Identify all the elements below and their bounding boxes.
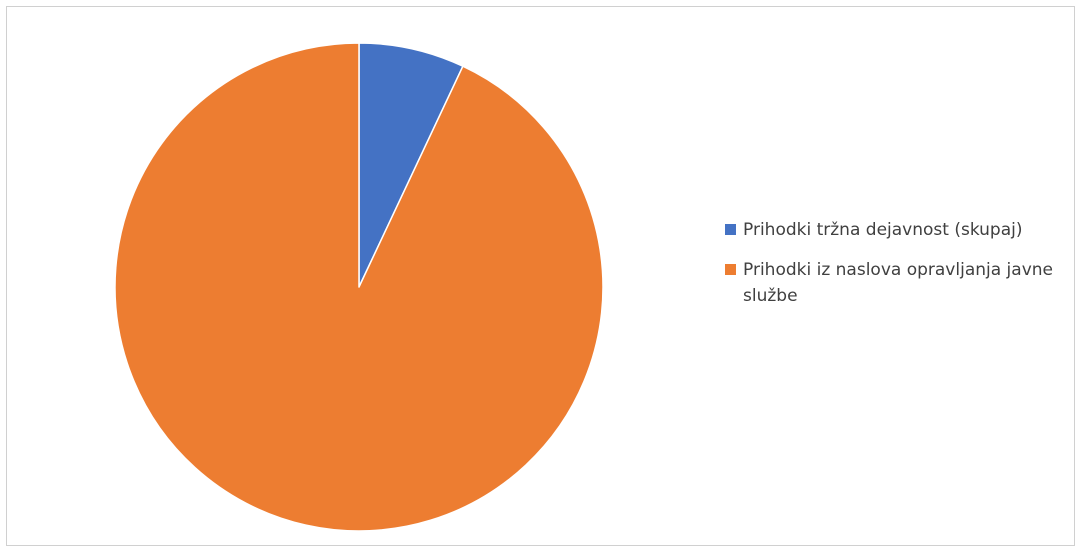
legend-swatch-javna-sluzba xyxy=(725,264,736,275)
pie-slice-javna-sluzba xyxy=(114,42,604,532)
legend-item-trzna-dejavnost: Prihodki tržna dejavnost (skupaj) xyxy=(725,217,1075,243)
legend-label-javna-sluzba: Prihodki iz naslova opravljanja javne sl… xyxy=(743,260,1053,306)
legend-item-javna-sluzba: Prihodki iz naslova opravljanja javne sl… xyxy=(725,257,1075,309)
legend-label-trzna-dejavnost: Prihodki tržna dejavnost (skupaj) xyxy=(743,220,1023,240)
pie-chart xyxy=(114,42,604,532)
pie-slice-trzna-dejavnost xyxy=(358,42,464,288)
chart-legend: Prihodki tržna dejavnost (skupaj) Prihod… xyxy=(725,217,1075,323)
legend-swatch-trzna-dejavnost xyxy=(725,224,736,235)
chart-area: Prihodki tržna dejavnost (skupaj) Prihod… xyxy=(6,6,1075,546)
